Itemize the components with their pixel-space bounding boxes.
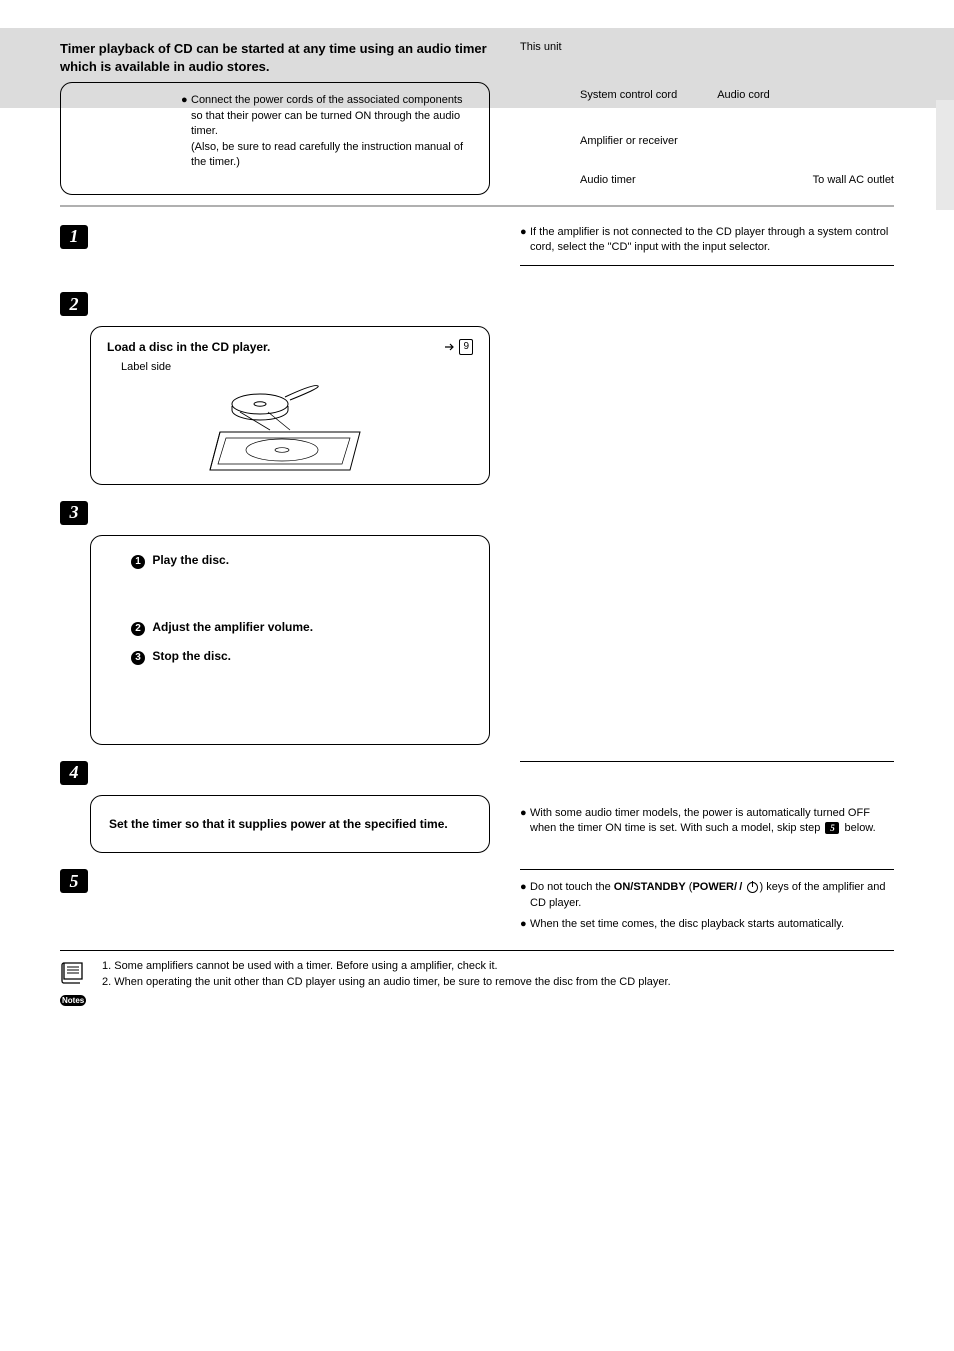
- divider: [520, 265, 894, 266]
- label-to-wall-outlet: To wall AC outlet: [813, 173, 894, 188]
- page-ref-number: 9: [459, 339, 473, 355]
- step1-note: If the amplifier is not connected to the…: [530, 225, 894, 256]
- side-tab: [936, 100, 954, 210]
- connect-instruction-box: ● Connect the power cords of the associa…: [60, 82, 490, 194]
- step3-item1: Play the disc.: [152, 553, 229, 567]
- step3-box: 1 Play the disc. 2 Adjust the amplifier …: [90, 535, 490, 745]
- step-badge-4: 4: [60, 761, 88, 785]
- connect-instruction-text: Connect the power cords of the associate…: [191, 93, 475, 170]
- substep-2-icon: 2: [131, 622, 145, 636]
- label-audio-cord: Audio cord: [717, 88, 770, 103]
- step2-title: Load a disc in the CD player.: [107, 340, 270, 354]
- bullet-icon: ●: [520, 806, 530, 837]
- step-badge-5: 5: [60, 869, 88, 893]
- divider: [520, 869, 894, 870]
- step3-item2: Adjust the amplifier volume.: [152, 620, 313, 634]
- bullet-icon: ●: [520, 880, 530, 911]
- label-audio-timer: Audio timer: [580, 173, 636, 188]
- step4-note: With some audio timer models, the power …: [530, 806, 894, 837]
- diagram-label-this-unit: This unit: [520, 30, 894, 76]
- notes-icon: Notes: [60, 959, 94, 1008]
- cd-tray-illustration: [200, 382, 380, 472]
- step2-box: Load a disc in the CD player. 9 Label si…: [90, 326, 490, 484]
- step3-item3: Stop the disc.: [152, 649, 231, 663]
- substep-3-icon: 3: [131, 651, 145, 665]
- step-badge-3: 3: [60, 501, 88, 525]
- divider: [60, 205, 894, 207]
- footnote-2: 2. When operating the unit other than CD…: [102, 975, 671, 990]
- label-system-control-cord: System control cord: [580, 88, 677, 103]
- arrow-icon: [445, 342, 457, 352]
- step4-box: Set the timer so that it supplies power …: [90, 795, 490, 854]
- step4-text: Set the timer so that it supplies power …: [109, 817, 448, 831]
- step5-note1: Do not touch the ON/STANDBY (POWER/ / ) …: [530, 880, 894, 911]
- page-ref: 9: [445, 339, 473, 355]
- bullet-icon: ●: [181, 93, 191, 170]
- label-side-text: Label side: [121, 360, 473, 375]
- step-badge-2: 2: [60, 292, 88, 316]
- notes-label: Notes: [60, 995, 86, 1006]
- substep-1-icon: 1: [131, 555, 145, 569]
- footnote-1: 1. Some amplifiers cannot be used with a…: [102, 959, 671, 974]
- divider: [520, 761, 894, 762]
- intro-text: Timer playback of CD can be started at a…: [60, 30, 490, 76]
- bullet-icon: ●: [520, 225, 530, 256]
- power-icon: [747, 882, 758, 893]
- step5-note2: When the set time comes, the disc playba…: [530, 917, 844, 932]
- label-amplifier-receiver: Amplifier or receiver: [580, 134, 678, 149]
- step-ref-5-inline: 5: [825, 822, 839, 834]
- bullet-icon: ●: [520, 917, 530, 932]
- step-badge-1: 1: [60, 225, 88, 249]
